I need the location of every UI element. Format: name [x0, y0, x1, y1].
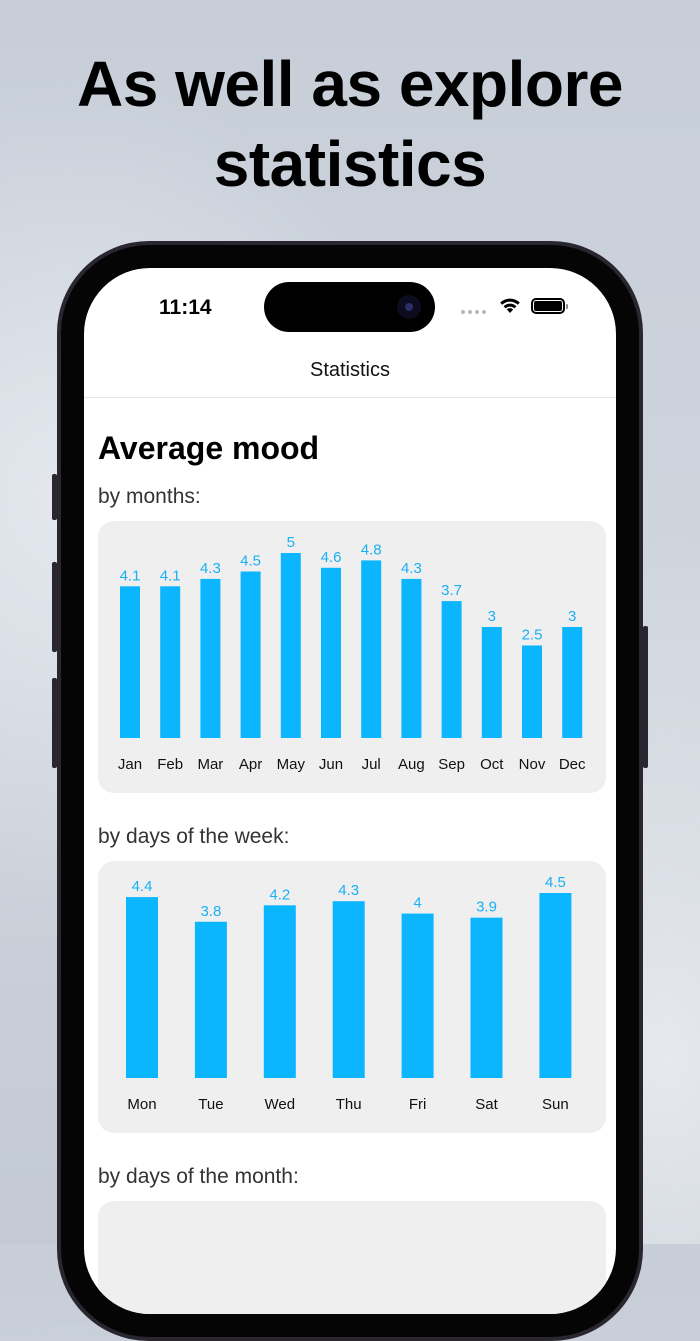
- bar-may: [280, 553, 301, 738]
- value-label: 4.1: [160, 567, 181, 584]
- category-label: Jan: [118, 756, 142, 773]
- monthdays-subtitle: by days of the month:: [98, 1165, 299, 1188]
- category-label: May: [277, 756, 306, 773]
- bar-nov: [522, 645, 542, 738]
- months-chart: 4.1 Jan 4.1 Feb 4.3 Mar 4.5 Apr 5 May 4.6 Jun 4.8 Jul…: [118, 534, 586, 773]
- bar-dec: [562, 627, 583, 738]
- bar-mar: [200, 578, 221, 738]
- bar-jul: [361, 560, 382, 738]
- headline: As well as explore statistics: [0, 44, 700, 204]
- value-label: 3.9: [476, 899, 497, 916]
- status-bar: 11:14: [84, 268, 616, 348]
- section-title: Average mood: [98, 430, 320, 466]
- months-subtitle: by months:: [98, 485, 201, 508]
- bar-apr: [240, 571, 261, 738]
- bar-sat: [470, 917, 503, 1078]
- bar-sep: [441, 601, 462, 738]
- silent-switch: [52, 474, 57, 520]
- bar-thu: [332, 901, 365, 1078]
- monthdays-chart-card: [98, 1201, 606, 1314]
- category-label: Mon: [127, 1096, 156, 1113]
- volume-up-button: [52, 562, 57, 652]
- category-label: Tue: [198, 1096, 223, 1113]
- category-label: Feb: [157, 756, 183, 773]
- category-label: Sep: [438, 756, 465, 773]
- category-label: Sun: [542, 1096, 569, 1113]
- category-label: Jun: [319, 756, 343, 773]
- value-label: 4.4: [132, 878, 153, 895]
- months-chart-card: 4.1 Jan 4.1 Feb 4.3 Mar 4.5 Apr 5 May 4.6 Jun 4.8 Jul…: [98, 521, 606, 793]
- value-label: 4.1: [120, 567, 141, 584]
- value-label: 3.7: [441, 582, 462, 599]
- value-label: 3: [488, 608, 496, 625]
- volume-down-button: [52, 678, 57, 768]
- value-label: 4.3: [338, 882, 359, 899]
- value-label: 3: [568, 608, 576, 625]
- bar-aug: [401, 578, 422, 738]
- app-screen: 11:14 Statistics Average mood by months:…: [84, 268, 616, 1314]
- nav-bar: Statistics: [84, 350, 616, 398]
- value-label: 2.5: [522, 627, 543, 644]
- value-label: 4.6: [321, 549, 342, 566]
- value-label: 5: [287, 534, 295, 551]
- value-label: 4.8: [361, 541, 382, 558]
- category-label: Wed: [265, 1096, 296, 1113]
- power-button: [643, 626, 648, 768]
- bar-oct: [481, 627, 502, 738]
- dynamic-island: [264, 282, 435, 332]
- bar-tue: [194, 921, 227, 1078]
- category-label: Dec: [559, 756, 586, 773]
- bar-jan: [120, 586, 140, 738]
- nav-title: Statistics: [309, 359, 391, 381]
- wifi-icon: [500, 298, 520, 313]
- bar-mon: [126, 897, 158, 1078]
- bar-wed: [263, 905, 296, 1078]
- value-label: 4.3: [401, 560, 422, 577]
- bar-fri: [401, 913, 434, 1078]
- signal-icon: [461, 310, 486, 314]
- value-label: 4.5: [240, 553, 261, 570]
- bar-feb: [160, 586, 181, 738]
- category-label: Nov: [519, 756, 546, 773]
- category-label: Thu: [336, 1096, 362, 1113]
- headline-line-1: As well as explore: [77, 48, 623, 120]
- category-label: Fri: [409, 1096, 427, 1113]
- value-label: 4.5: [545, 874, 566, 891]
- statistics-content: Average mood by months: 4.1 Jan 4.1 Feb 4.3 M…: [98, 398, 606, 1314]
- category-label: Mar: [197, 756, 223, 773]
- phone-frame: 11:14 Statistics Average mood by months:…: [57, 241, 643, 1341]
- headline-line-2: statistics: [213, 128, 487, 200]
- battery-icon: [531, 298, 568, 314]
- value-label: 4.3: [200, 560, 221, 577]
- category-label: Aug: [398, 756, 425, 773]
- category-label: Sat: [475, 1096, 498, 1113]
- bar-sun: [539, 893, 572, 1078]
- category-label: Oct: [480, 756, 504, 773]
- weekdays-chart: 4.4 Mon 3.8 Tue 4.2 Wed 4.3 Thu 4 Fri 3.9 Sat 4.5 Sun: [126, 874, 572, 1113]
- weekdays-chart-card: 4.4 Mon 3.8 Tue 4.2 Wed 4.3 Thu 4 Fri 3.9 Sat 4.5 Sun: [98, 861, 606, 1133]
- value-label: 3.8: [200, 903, 221, 920]
- bar-jun: [321, 567, 341, 738]
- value-label: 4: [413, 895, 421, 912]
- camera-icon: [397, 295, 421, 319]
- category-label: Jul: [362, 756, 381, 773]
- value-label: 4.2: [269, 886, 290, 903]
- category-label: Apr: [239, 756, 262, 773]
- weekdays-subtitle: by days of the week:: [98, 825, 290, 848]
- status-time: 11:14: [159, 296, 212, 319]
